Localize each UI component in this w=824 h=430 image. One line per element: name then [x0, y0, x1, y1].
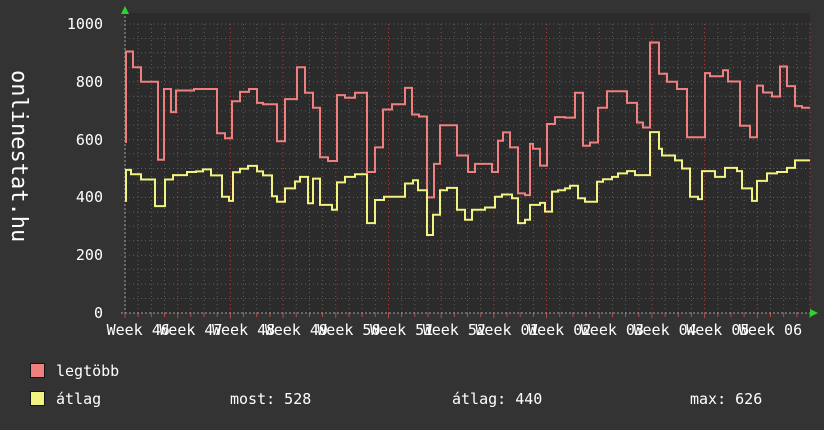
- y-tick-label: 1000: [66, 15, 103, 33]
- x-tick-label: Week 04: [633, 321, 697, 339]
- y-tick-label: 800: [75, 72, 103, 91]
- chart-plot: [121, 6, 818, 318]
- series-line-legtobb: [125, 41, 810, 199]
- legend-swatch-yellow: [30, 391, 45, 406]
- legend-label-atlag: átlag: [56, 390, 102, 408]
- x-tick-label: Week 06: [738, 321, 803, 339]
- legend-swatch-red: [30, 363, 45, 378]
- y-axis-arrow-icon: [121, 6, 129, 14]
- series-line-atlag: [125, 131, 810, 236]
- stat-most: most: 528: [230, 390, 312, 408]
- legend-label-legtobb: legtöbb: [56, 362, 120, 380]
- x-tick-label: Week 50: [317, 321, 381, 339]
- x-tick-label: Week 48: [211, 321, 276, 339]
- x-tick-label: Week 03: [580, 321, 644, 339]
- x-tick-label: Week 05: [686, 321, 750, 339]
- x-tick-label: Week 02: [528, 321, 592, 339]
- x-tick-label: Week 51: [369, 321, 434, 339]
- x-tick-label: Week 01: [475, 321, 539, 339]
- x-tick-label: Week 49: [264, 321, 328, 339]
- x-tick-label: Week 52: [422, 321, 486, 339]
- y-tick-label: 200: [75, 246, 103, 265]
- site-vertical-label: onlinestat.hu: [6, 70, 31, 243]
- stat-atlag: átlag: 440: [452, 390, 543, 408]
- y-tick-label: 0: [93, 304, 103, 322]
- x-axis-arrow-icon: [810, 309, 818, 317]
- y-tick-label: 400: [75, 188, 103, 207]
- x-tick-label: Week 47: [159, 321, 223, 339]
- stat-max: max: 626: [690, 390, 763, 408]
- x-tick-label: Week 46: [106, 321, 170, 339]
- y-tick-label: 600: [75, 130, 103, 149]
